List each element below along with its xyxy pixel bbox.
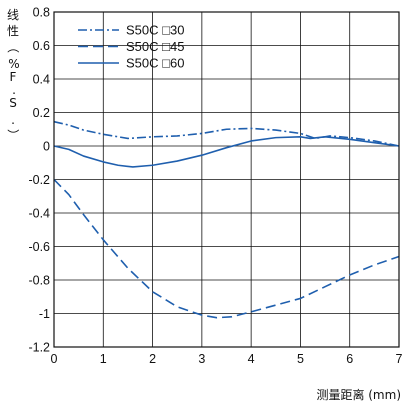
y-label-glyph: % bbox=[8, 57, 19, 71]
y-label-glyph: ） bbox=[6, 129, 20, 141]
plot-frame bbox=[53, 11, 400, 348]
x-tick-label: 7 bbox=[396, 352, 403, 366]
y-tick-label: -0.6 bbox=[28, 240, 50, 254]
y-label-glyph: F bbox=[10, 70, 17, 84]
y-axis-label: 线性（%F.S.） bbox=[6, 8, 20, 141]
grid bbox=[53, 11, 400, 348]
x-tick-label: 5 bbox=[297, 352, 304, 366]
y-label-glyph: （ bbox=[6, 41, 20, 53]
x-tick-label: 2 bbox=[149, 352, 156, 366]
y-tick-label: -1.2 bbox=[28, 341, 50, 355]
series-line-s50c-45 bbox=[53, 178, 400, 319]
y-tick-label: -0.4 bbox=[28, 207, 50, 221]
y-tick-label: -0.2 bbox=[28, 173, 50, 187]
legend-label: S50C □30 bbox=[126, 23, 184, 38]
y-label-glyph: . bbox=[11, 113, 15, 127]
series-lines bbox=[53, 120, 400, 319]
y-tick-label: 0 bbox=[43, 140, 50, 154]
x-axis-label: 测量距离 (mm) bbox=[316, 387, 401, 402]
x-tick-label: 3 bbox=[198, 352, 205, 366]
y-tick-label: 0.4 bbox=[33, 73, 50, 87]
y-label-glyph: 线 bbox=[7, 8, 19, 22]
x-axis-ticks: 0 1 2 3 4 5 6 7 bbox=[51, 352, 403, 366]
legend-label: S50C □60 bbox=[126, 56, 184, 71]
y-tick-label: 0.8 bbox=[33, 6, 50, 20]
legend-label: S50C □45 bbox=[126, 39, 184, 54]
series-line-s50c-30 bbox=[53, 120, 400, 147]
y-tick-label: -0.8 bbox=[28, 274, 50, 288]
y-axis-ticks: 0.8 0.6 0.4 0.2 0 -0.2 -0.4 -0.6 -0.8 -1 -1.2 bbox=[28, 6, 50, 355]
y-label-glyph: S bbox=[9, 96, 17, 110]
x-tick-label: 1 bbox=[100, 352, 107, 366]
y-tick-label: 0.6 bbox=[33, 39, 50, 53]
x-tick-label: 6 bbox=[346, 352, 353, 366]
y-label-glyph: 性 bbox=[7, 24, 19, 38]
x-tick-label: 4 bbox=[248, 352, 255, 366]
y-tick-label: 0.2 bbox=[33, 106, 50, 120]
y-tick-label: -1 bbox=[39, 307, 50, 321]
x-tick-label: 0 bbox=[51, 352, 58, 366]
series-line-s50c-60 bbox=[53, 135, 400, 168]
y-label-glyph: . bbox=[12, 83, 16, 97]
